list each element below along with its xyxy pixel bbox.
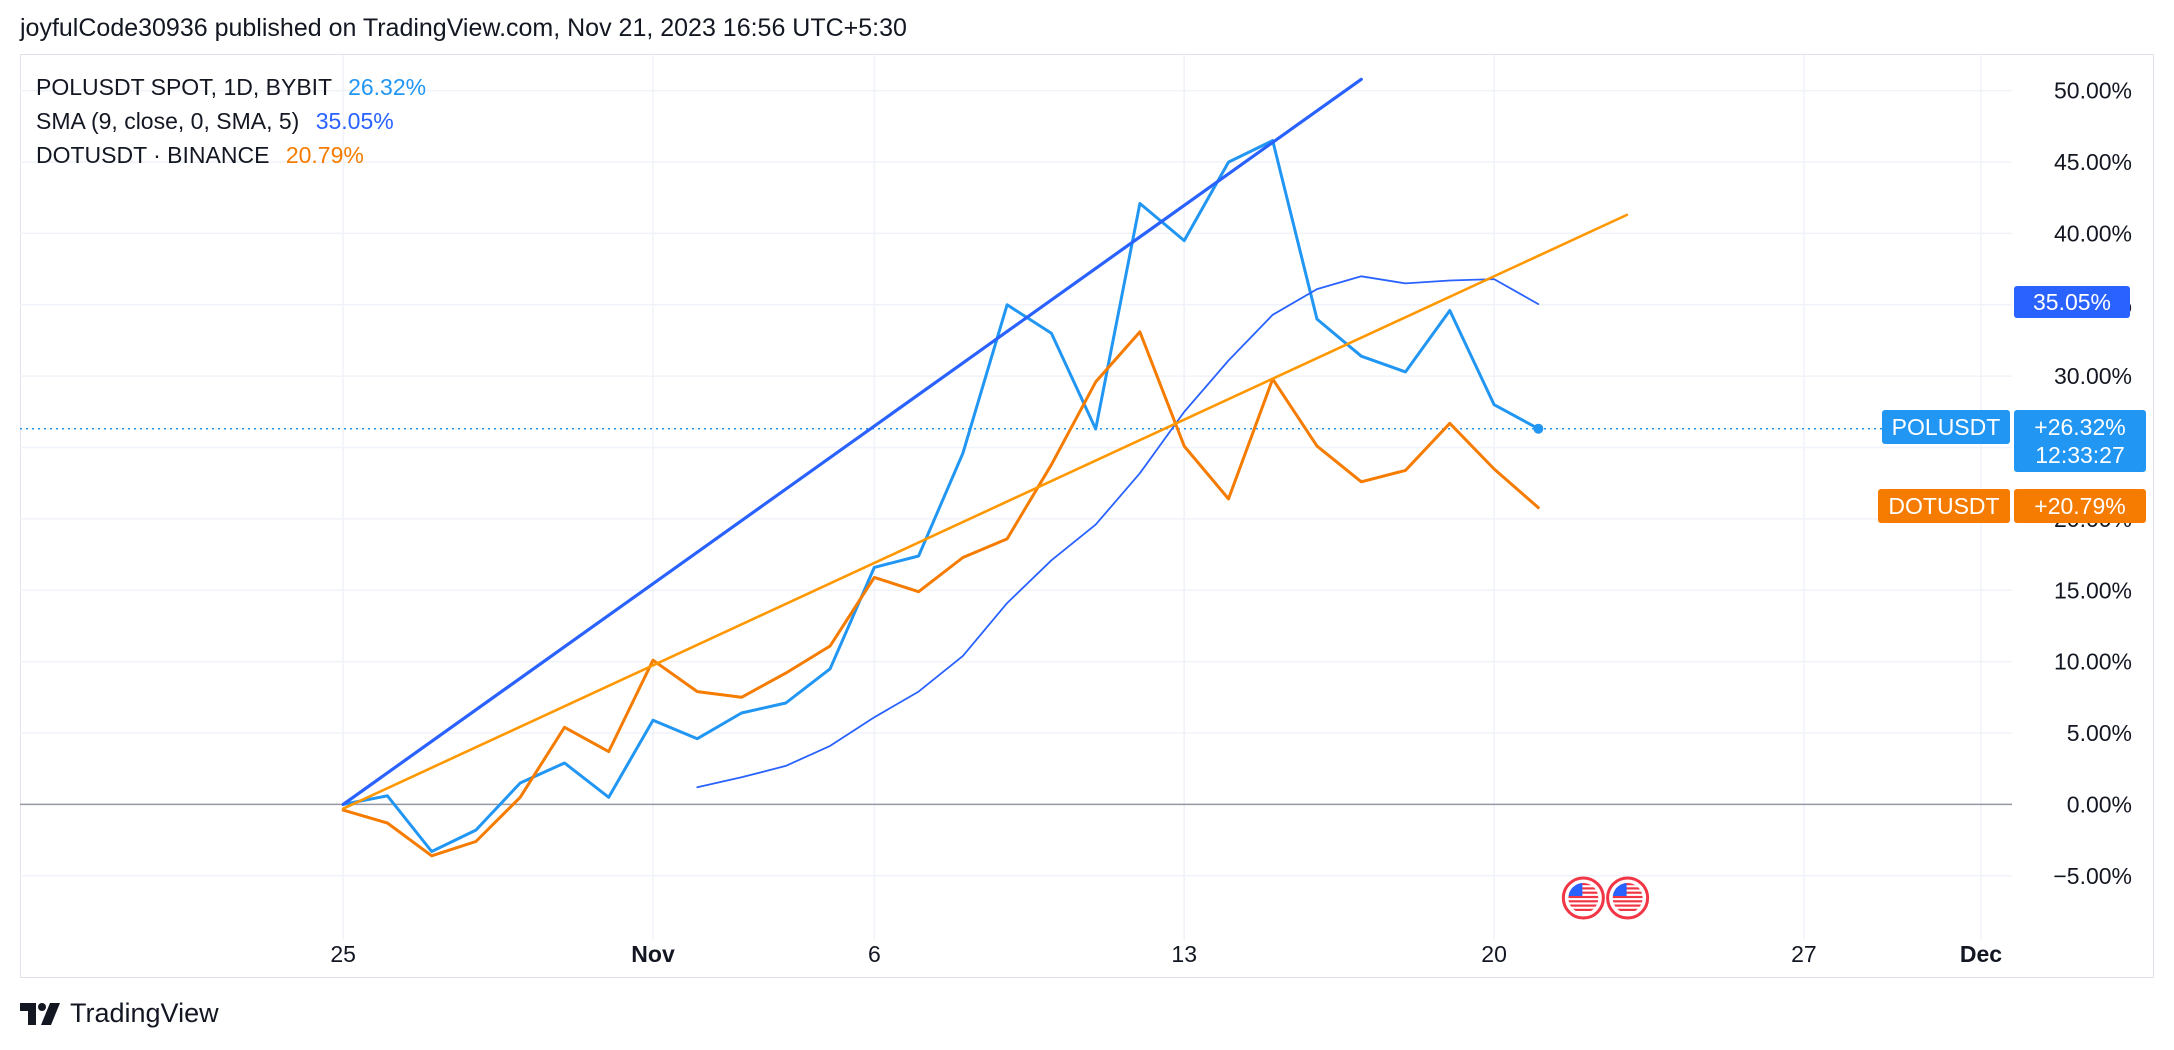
publish-info: joyfulCode30936 published on TradingView… [20, 14, 907, 42]
pol-value-bg [2014, 410, 2146, 472]
y-axis[interactable]: 50.00%45.00%40.00%35.00%30.00%25.00%20.0… [2053, 78, 2132, 889]
sma-tag-bg [2014, 286, 2130, 318]
legend-value-pol: 26.32% [348, 74, 427, 100]
flag-stripe [1568, 900, 1599, 903]
series-last-point [1533, 423, 1544, 434]
dot-value-label: +20.79% [2034, 493, 2125, 519]
price-tags: 35.05% POLUSDT +26.32% 12:33:27 DOTUSDT … [1878, 286, 2146, 523]
flag-stripe [1612, 883, 1643, 886]
chart-frame[interactable] [20, 54, 2154, 978]
pol-value-label: +26.32% [2034, 414, 2125, 440]
x-tick-label: 13 [1171, 941, 1197, 967]
dot-symbol-bg [1878, 489, 2010, 523]
flag-stripe [1568, 887, 1599, 890]
y-tick-label: 30.00% [2054, 363, 2132, 389]
trendline-1[interactable] [341, 213, 1629, 810]
legend-value-sma: 35.05% [315, 108, 394, 134]
y-tick-label: 10.00% [2054, 649, 2132, 675]
series-line-0[interactable] [341, 139, 1540, 853]
pol-symbol-label: POLUSDT [1892, 414, 2001, 440]
legend-row-sma[interactable]: SMA (9, close, 0, SMA, 5) 35.05% [36, 104, 426, 138]
y-tick-label: 50.00% [2054, 78, 2132, 104]
flag-stripe [1568, 883, 1599, 886]
legend-name-dot: DOTUSDT · BINANCE [36, 142, 270, 168]
legend-name-pol: POLUSDT SPOT, 1D, BYBIT [36, 74, 332, 100]
flag-stripe [1612, 895, 1643, 899]
series-group[interactable] [341, 139, 1544, 858]
flag-stripe [1612, 908, 1643, 911]
series-line-2[interactable] [341, 330, 1540, 858]
us-flag-event-icon[interactable] [1606, 876, 1650, 920]
x-tick-label: 27 [1791, 941, 1817, 967]
flag-stripe [1612, 891, 1643, 894]
x-tick-label: 20 [1481, 941, 1507, 967]
footer: TradingView [20, 998, 219, 1029]
sma-price-tag: 35.05% [2014, 286, 2130, 318]
event-flag [1612, 883, 1643, 911]
us-flag-event-icon[interactable] [1561, 876, 1605, 920]
y-tick-label: 45.00% [2054, 149, 2132, 175]
y-tick-label: 40.00% [2054, 220, 2132, 246]
legend-row-pol[interactable]: POLUSDT SPOT, 1D, BYBIT 26.32% [36, 70, 426, 104]
legend-row-dot[interactable]: DOTUSDT · BINANCE 20.79% [36, 138, 426, 172]
x-tick-label: 6 [868, 941, 881, 967]
trendline-0[interactable] [341, 77, 1363, 806]
flag-stripe [1568, 891, 1599, 894]
y-tick-label: 5.00% [2067, 720, 2132, 746]
x-tick-label: Dec [1960, 941, 2002, 967]
dot-value-bg [2014, 489, 2146, 523]
flag-stripe [1612, 900, 1643, 903]
tradingview-logo-icon[interactable] [20, 1001, 60, 1027]
flag-stripe [1612, 887, 1643, 890]
sma-tag-value: 35.05% [2033, 289, 2111, 315]
x-axis[interactable]: 25 Nov 6 13 20 27 Dec [330, 941, 2002, 967]
x-tick-label: Nov [631, 941, 675, 967]
flag-stripe [1568, 904, 1599, 907]
pol-countdown-label: 12:33:27 [2035, 442, 2125, 468]
flag-stripe [1612, 904, 1643, 907]
pol-symbol-bg [1882, 410, 2010, 444]
x-tick-label: 25 [330, 941, 356, 967]
y-tick-label: 15.00% [2054, 577, 2132, 603]
dot-symbol-label: DOTUSDT [1888, 493, 1999, 519]
dot-price-tag: DOTUSDT +20.79% [1878, 489, 2146, 523]
y-tick-label: −5.00% [2053, 863, 2132, 889]
flag-stripe [1568, 908, 1599, 911]
series-line-1[interactable] [696, 275, 1540, 789]
events[interactable] [1561, 876, 1650, 920]
legend-value-dot: 20.79% [285, 142, 364, 168]
pol-price-tag: POLUSDT +26.32% 12:33:27 [1882, 410, 2146, 472]
chart-legend: POLUSDT SPOT, 1D, BYBIT 26.32% SMA (9, c… [36, 70, 426, 172]
footer-brand[interactable]: TradingView [70, 998, 219, 1028]
trendlines[interactable] [341, 77, 1629, 810]
y-tick-label: 0.00% [2067, 791, 2132, 817]
legend-name-sma: SMA (9, close, 0, SMA, 5) [36, 108, 300, 134]
flag-stripe [1568, 895, 1599, 899]
